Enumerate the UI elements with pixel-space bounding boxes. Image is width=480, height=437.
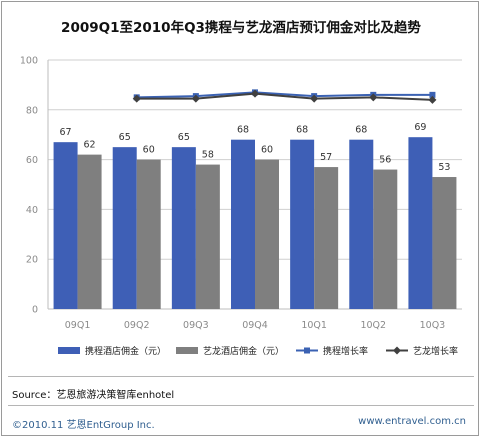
elong-growth-marker bbox=[428, 95, 437, 104]
bar-data-label: 62 bbox=[84, 140, 96, 151]
x-tick-label: 10Q1 bbox=[301, 320, 327, 331]
bar-data-label: 68 bbox=[296, 125, 308, 136]
bar-data-label: 65 bbox=[119, 132, 131, 143]
legend-label: 艺龙增长率 bbox=[413, 345, 458, 357]
ctrip-commission-bar bbox=[231, 139, 255, 309]
copyright-text: ©2010.11 艺恩EntGroup Inc. bbox=[12, 420, 155, 431]
legend-label: 艺龙酒店佣金（元） bbox=[203, 345, 284, 357]
elong-growth-marker bbox=[310, 94, 319, 103]
legend: 携程酒店佣金（元） 艺龙酒店佣金（元） 携程增长率 艺龙增长率 bbox=[58, 345, 458, 357]
elong-growth-marker bbox=[132, 94, 141, 103]
elong-growth-marker bbox=[251, 89, 259, 98]
legend-label: 携程增长率 bbox=[323, 345, 368, 357]
source-text: Source：艺恩旅游决策智库enhotel bbox=[12, 390, 175, 401]
ctrip-commission-bar bbox=[171, 147, 196, 309]
elong-commission-bar bbox=[77, 154, 102, 309]
ctrip-growth-line bbox=[136, 91, 433, 99]
ctrip-commission-bar bbox=[53, 142, 78, 309]
legend-swatch bbox=[58, 347, 80, 354]
legend-label: 携程酒店佣金（元） bbox=[85, 345, 166, 357]
bar-data-label: 57 bbox=[320, 152, 332, 163]
y-tick-label: 60 bbox=[26, 155, 38, 166]
footer-divider bbox=[8, 405, 474, 406]
ctrip-commission-bar bbox=[290, 139, 315, 309]
elong-growth-line bbox=[136, 92, 433, 101]
bar-data-label: 68 bbox=[355, 125, 367, 136]
x-tick-label: 09Q2 bbox=[124, 320, 150, 331]
bar-data-label: 68 bbox=[237, 125, 249, 136]
elong-commission-bar bbox=[432, 177, 457, 309]
bar-data-label: 58 bbox=[202, 150, 214, 161]
x-tick-label: 10Q3 bbox=[420, 320, 446, 331]
ctrip-commission-bar bbox=[112, 147, 137, 309]
bar-data-label: 67 bbox=[60, 127, 72, 138]
elong-commission-bar bbox=[373, 169, 398, 309]
chart-title: 2009Q1至2010年Q3携程与艺龙酒店预订佣金对比及趋势 bbox=[61, 20, 421, 36]
legend-marker bbox=[393, 346, 401, 355]
elong-commission-bar bbox=[314, 167, 339, 309]
y-tick-label: 20 bbox=[26, 255, 38, 266]
legend-marker bbox=[304, 347, 310, 354]
website-link[interactable]: www.entravel.com.cn bbox=[358, 416, 466, 427]
y-tick-label: 100 bbox=[20, 56, 38, 67]
elong-commission-bar bbox=[136, 159, 161, 309]
ctrip-commission-bar bbox=[349, 139, 374, 309]
y-tick-label: 80 bbox=[26, 105, 38, 116]
bar-data-label: 56 bbox=[379, 155, 391, 166]
bar-data-label: 60 bbox=[143, 145, 155, 156]
y-tick-label: 40 bbox=[26, 205, 38, 216]
bar-line-chart: 0 20 40 60 80 100 09Q1 09Q2 09Q3 09Q4 10Q1 10Q2 10Q3… bbox=[20, 56, 462, 357]
ctrip-growth-marker bbox=[429, 91, 436, 98]
bar-data-label: 65 bbox=[178, 132, 190, 143]
lines bbox=[132, 89, 437, 104]
data-labels: 67 65 65 68 68 68 69 62 60 58 60 57 56 53 bbox=[60, 122, 451, 173]
x-tick-label: 10Q2 bbox=[360, 320, 386, 331]
x-tick-label: 09Q1 bbox=[65, 320, 91, 331]
legend-ctrip-growth: 携程增长率 bbox=[296, 345, 368, 357]
x-tick-label: 09Q3 bbox=[183, 320, 209, 331]
bar-data-label: 53 bbox=[438, 162, 450, 173]
elong-commission-bar bbox=[255, 159, 279, 309]
legend-swatch bbox=[176, 347, 198, 354]
legend-elong-commission: 艺龙酒店佣金（元） bbox=[176, 345, 284, 357]
legend-elong-growth: 艺龙增长率 bbox=[386, 345, 458, 357]
y-tick-label: 0 bbox=[32, 305, 38, 316]
x-tick-label: 09Q4 bbox=[242, 320, 268, 331]
elong-growth-marker bbox=[369, 93, 378, 102]
elong-growth-marker bbox=[191, 94, 200, 103]
bar-data-label: 60 bbox=[261, 145, 273, 156]
elong-commission-bar bbox=[195, 164, 220, 309]
ctrip-commission-bar bbox=[408, 137, 433, 309]
source-divider bbox=[8, 376, 474, 377]
bar-data-label: 69 bbox=[414, 122, 426, 133]
legend-ctrip-commission: 携程酒店佣金（元） bbox=[58, 345, 166, 357]
bars bbox=[53, 137, 457, 309]
